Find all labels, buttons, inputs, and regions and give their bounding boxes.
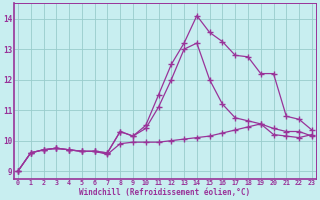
X-axis label: Windchill (Refroidissement éolien,°C): Windchill (Refroidissement éolien,°C) [79,188,251,197]
